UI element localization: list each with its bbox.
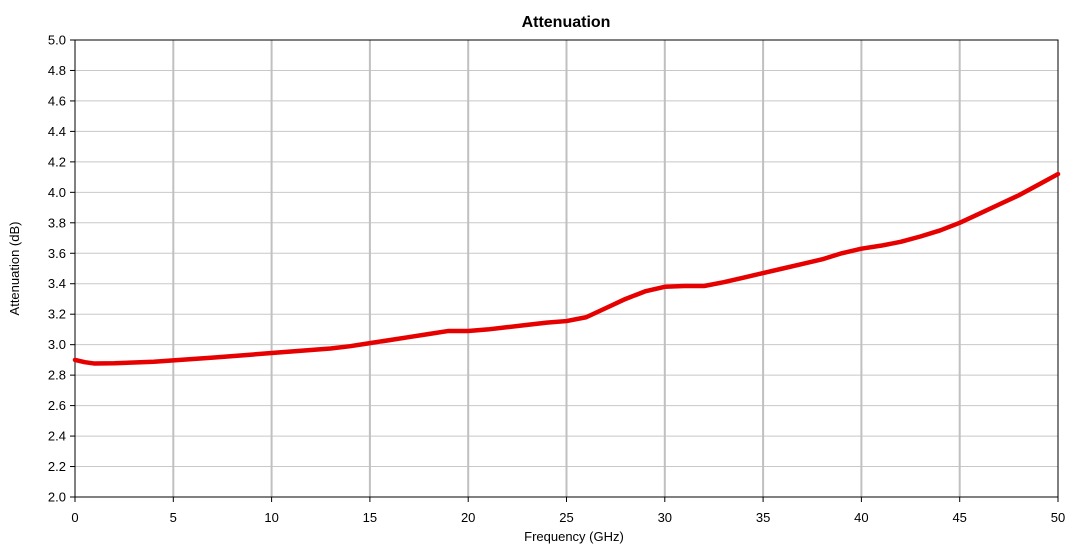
y-tick-label: 2.4	[48, 429, 66, 444]
x-tick-label: 35	[756, 510, 770, 525]
x-tick-label: 45	[952, 510, 966, 525]
x-tick-label: 10	[264, 510, 278, 525]
y-tick-label: 2.2	[48, 459, 66, 474]
y-tick-label: 4.8	[48, 63, 66, 78]
x-tick-label: 50	[1051, 510, 1065, 525]
x-tick-label: 20	[461, 510, 475, 525]
y-tick-label: 4.0	[48, 185, 66, 200]
y-tick-label: 4.4	[48, 124, 66, 139]
y-axis-ticks: 2.0 2.2 2.4 2.6 2.8 3.0 3.2 3.4 3.6 3.8 4.0 4.2 4.4 4…	[48, 33, 75, 505]
x-tick-label: 25	[559, 510, 573, 525]
x-tick-label: 5	[170, 510, 177, 525]
x-tick-label: 0	[71, 510, 78, 525]
x-tick-label: 15	[363, 510, 377, 525]
y-tick-label: 2.0	[48, 490, 66, 505]
chart-title: Attenuation	[522, 14, 611, 31]
series-layer	[72, 171, 1061, 366]
y-tick-label: 3.4	[48, 276, 66, 291]
x-axis-ticks: 0 5 10 15 20 25 30 35 40 45 50	[71, 497, 1065, 525]
x-tick-label: 30	[658, 510, 672, 525]
y-tick-label: 5.0	[48, 33, 66, 48]
y-tick-label: 4.6	[48, 93, 66, 108]
y-axis-title: Attenuation (dB)	[7, 222, 22, 316]
y-tick-label: 3.0	[48, 337, 66, 352]
y-tick-label: 2.8	[48, 368, 66, 383]
y-tick-label: 3.6	[48, 246, 66, 261]
series-line-attenuation	[72, 171, 1061, 366]
y-tick-label: 4.2	[48, 154, 66, 169]
x-tick-label: 40	[854, 510, 868, 525]
chart-gridlines	[75, 40, 1058, 497]
y-tick-label: 3.2	[48, 307, 66, 322]
y-tick-label: 3.8	[48, 215, 66, 230]
y-tick-label: 2.6	[48, 398, 66, 413]
x-axis-title: Frequency (GHz)	[524, 529, 624, 544]
